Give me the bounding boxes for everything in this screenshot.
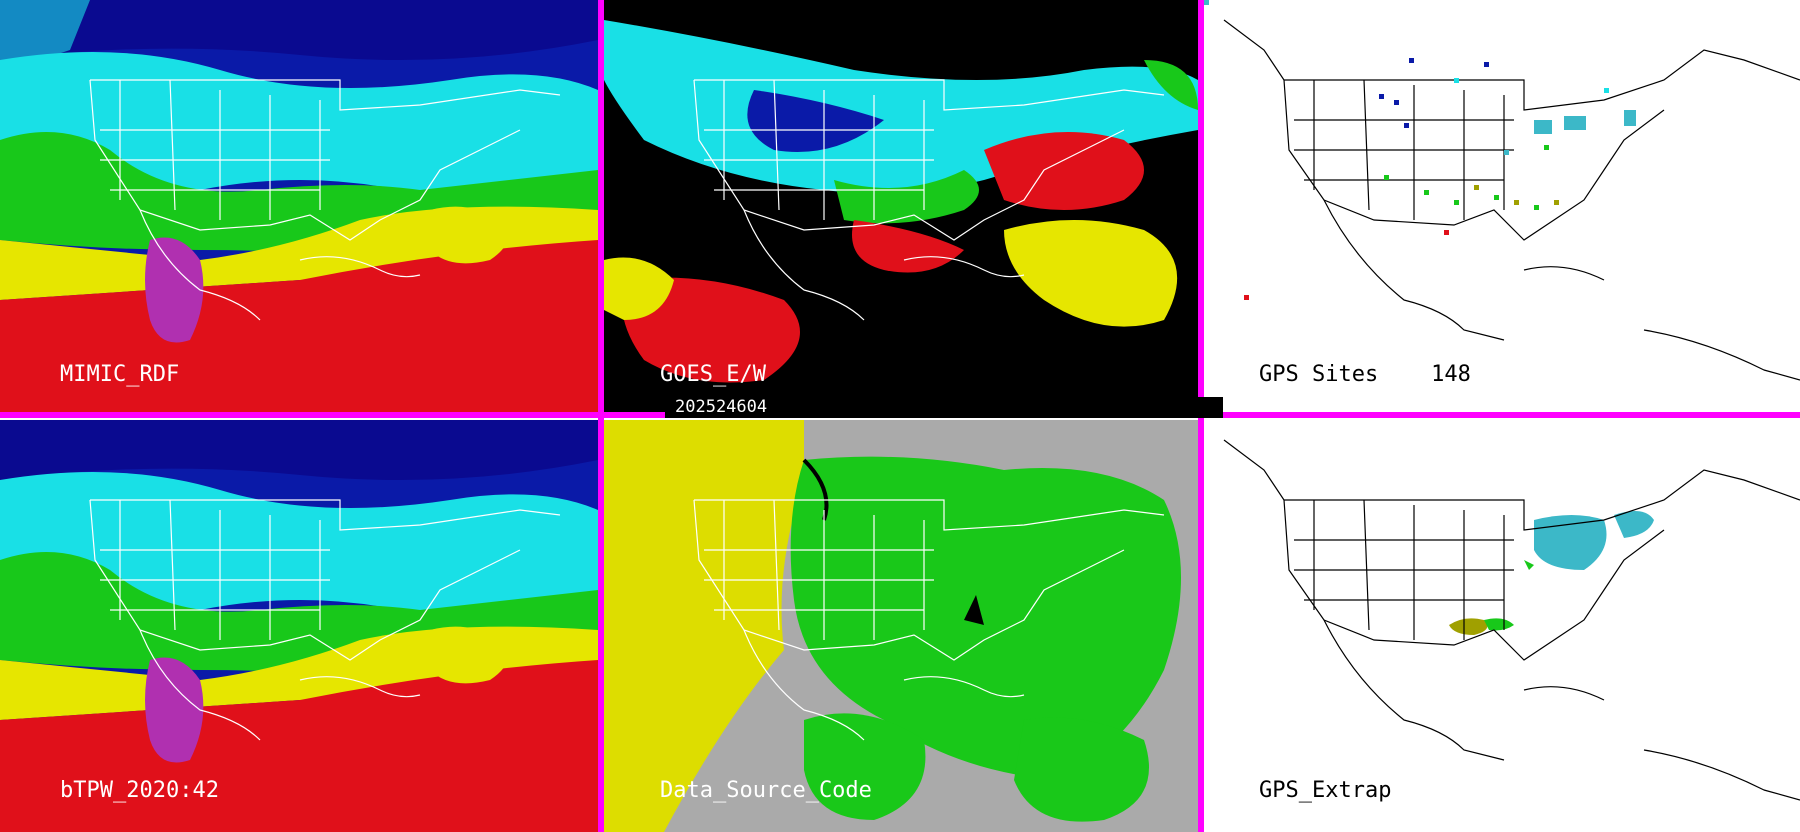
data-source-map: [604, 420, 1198, 832]
gps-sites-map: [1204, 0, 1800, 412]
panel-label: GOES_E/W: [660, 362, 766, 387]
tpw-map-btpw: [0, 420, 598, 832]
panel-label: bTPW_2020:42: [60, 778, 219, 803]
map-panel-gps-extrap: GPS_Extrap: [1204, 420, 1800, 832]
tpw-map-goes: [604, 0, 1198, 412]
timestamp-bar: 202524604: [665, 397, 1223, 418]
map-panel-gps-sites: GPS Sites 148: [1204, 0, 1800, 412]
panel-label: Data_Source_Code: [660, 778, 872, 803]
map-panel-mimic-rdf: MIMIC_RDF: [0, 0, 598, 412]
panel-label: GPS Sites 148: [1259, 362, 1471, 387]
gps-site-markers: [1204, 0, 1636, 300]
gps-extrap-map: [1204, 420, 1800, 832]
map-panel-btpw: bTPW_2020:42: [0, 420, 598, 832]
panel-label: MIMIC_RDF: [60, 362, 180, 387]
tpw-map-mimic: [0, 0, 598, 412]
map-panel-goes: GOES_E/W: [604, 0, 1198, 412]
map-panel-data-source-code: Data_Source_Code: [604, 420, 1198, 832]
panel-label: GPS_Extrap: [1259, 778, 1392, 803]
